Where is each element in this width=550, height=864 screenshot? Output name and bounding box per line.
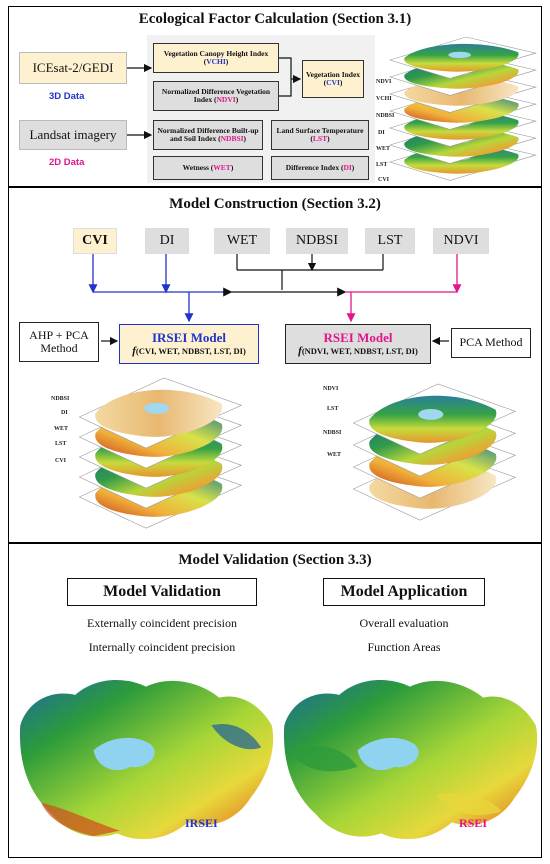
- model-application-block: Model Application Overall evaluation Fun…: [323, 578, 485, 662]
- factor-di-label: DI: [159, 233, 175, 249]
- pca-method-label: PCA Method: [459, 335, 523, 350]
- factor-ndvi: NDVI: [433, 228, 489, 254]
- rsei-model-box: RSEI Model f(NDVI, WET, NDBST, LST, DI): [285, 324, 431, 364]
- lst-text: Land Surface Temperature: [276, 125, 364, 135]
- factor-lst: LST: [365, 228, 415, 254]
- irsei-label-ndbsi: NDBSI: [51, 396, 70, 402]
- vchi-text: Vegetation Canopy Height Index: [163, 48, 269, 58]
- rsei-label-wet: WET: [327, 452, 342, 458]
- rsei-formula-f: f: [298, 345, 302, 358]
- irsei-model-box: IRSEI Model f(CVI, WET, NDBST, LST, DI): [119, 324, 259, 364]
- irsei-model-title: IRSEI Model: [151, 329, 227, 345]
- section2-title: Model Construction (Section 3.2): [169, 196, 381, 212]
- factor-ndvi-label: NDVI: [443, 233, 479, 249]
- irsei-formula: f(CVI, WET, NDBST, LST, DI): [132, 345, 246, 357]
- irsei-label-cvi: CVI: [55, 458, 67, 464]
- di-text: Difference Index: [285, 162, 340, 172]
- factor-lst-label: LST: [377, 233, 403, 249]
- validation-item-external: Externally coincident precision: [87, 616, 237, 630]
- ndbsi-box: Normalized Difference Built-up and Soil …: [153, 120, 263, 150]
- vchi-abbr: VCHI: [206, 57, 226, 66]
- irsei-formula-args: (CVI, WET, NDBST, LST, DI): [135, 346, 246, 357]
- model-validation-header: Model Validation: [67, 578, 257, 606]
- factor-cvi-label: CVI: [82, 233, 108, 249]
- application-item-function: Function Areas: [367, 640, 441, 654]
- irsei-label-di: DI: [61, 410, 68, 416]
- rsei-formula: f(NDVI, WET, NDBST, LST, DI): [298, 345, 418, 357]
- rsei-label-lst: LST: [327, 406, 339, 412]
- layer-label-lst: LST: [376, 162, 388, 168]
- irsei-map-label: IRSEI: [185, 816, 218, 830]
- factor-ndbsi: NDBSI: [286, 228, 348, 254]
- layer-label-vchi: VCHI: [376, 96, 392, 102]
- lst-box: Land Surface Temperature (LST): [271, 120, 369, 150]
- irsei-layer-stack: [78, 377, 243, 529]
- ecological-factor-panel: Ecological Factor Calculation (Section 3…: [8, 6, 542, 187]
- ahp-pca-label: AHP + PCA Method: [29, 327, 89, 355]
- layer-lake: [448, 51, 471, 59]
- ndvi-text: Normalized Difference Vegetation Index: [161, 86, 271, 104]
- layer-label-wet: WET: [376, 146, 391, 152]
- irsei-formula-f: f: [132, 345, 136, 358]
- factor-layer-stack: [388, 36, 537, 181]
- model-validation-title: Model Validation: [103, 583, 221, 601]
- section3-title: Model Validation (Section 3.3): [178, 552, 372, 568]
- ndvi-box: Normalized Difference Vegetation Index (…: [153, 81, 279, 111]
- section1-title: Ecological Factor Calculation (Section 3…: [138, 11, 412, 27]
- ndvi-abbr: NDVI: [216, 95, 236, 104]
- icesat-gedi-label: ICEsat-2/GEDI: [32, 59, 114, 75]
- icesat-gedi-box: ICEsat-2/GEDI: [19, 52, 127, 84]
- di-abbr: DI: [343, 162, 352, 172]
- model-application-title: Model Application: [340, 583, 468, 601]
- ndbsi-abbr: NDBSI: [220, 134, 244, 143]
- layer-label-ndvi: NDVI: [376, 79, 392, 85]
- irsei-result-map: [19, 679, 274, 840]
- section2-connectors: [88, 254, 462, 346]
- application-item-overall: Overall evaluation: [359, 616, 449, 630]
- rsei-model-title: RSEI Model: [323, 329, 393, 345]
- section1-arrows: [127, 57, 302, 140]
- layer-label-cvi: CVI: [378, 177, 390, 183]
- factor-ndbsi-label: NDBSI: [295, 233, 338, 249]
- di-box: Difference Index (DI): [271, 156, 369, 180]
- irsei-label-lst: LST: [55, 441, 67, 447]
- layer-lake: [144, 402, 170, 414]
- cvi-abbr: CVI: [326, 78, 340, 87]
- model-validation-block: Model Validation Externally coincident p…: [67, 578, 257, 662]
- landsat-label: Landsat imagery: [29, 126, 117, 142]
- wet-abbr: WET: [213, 162, 231, 172]
- rsei-result-map: [283, 679, 538, 840]
- validation-item-internal: Internally coincident precision: [88, 640, 236, 654]
- factor-wet-label: WET: [226, 233, 258, 249]
- model-validation-panel: Model Validation (Section 3.3) Model Val…: [8, 543, 542, 858]
- rsei-map-label: RSEI: [459, 816, 488, 830]
- rsei-label-ndbsi: NDBSI: [323, 430, 342, 436]
- factor-wet: WET: [214, 228, 270, 254]
- cvi-text: Vegetation Index: [305, 69, 361, 79]
- layer-label-ndbsi: NDBSI: [376, 113, 395, 119]
- label-2d-data: 2D Data: [49, 157, 85, 168]
- landsat-box: Landsat imagery: [19, 120, 127, 150]
- factor-cvi: CVI: [73, 228, 117, 254]
- model-application-header: Model Application: [323, 578, 485, 606]
- factor-di: DI: [145, 228, 189, 254]
- model-construction-panel: Model Construction (Section 3.2) CVI DI …: [8, 187, 542, 543]
- cvi-box: Vegetation Index (CVI): [302, 60, 364, 98]
- pca-method-box: PCA Method: [451, 328, 531, 358]
- layer-label-di: DI: [378, 130, 385, 136]
- wet-box: Wetness (WET): [153, 156, 263, 180]
- ahp-pca-method-box: AHP + PCA Method: [19, 322, 99, 362]
- label-3d-data: 3D Data: [49, 91, 85, 102]
- layer-lake: [418, 408, 444, 420]
- wet-text: Wetness: [182, 162, 209, 172]
- vchi-box: Vegetation Canopy Height Index (VCHI): [153, 43, 279, 73]
- rsei-formula-args: (NDVI, WET, NDBST, LST, DI): [301, 346, 418, 357]
- lst-abbr: LST: [312, 134, 328, 143]
- irsei-label-wet: WET: [54, 426, 69, 432]
- rsei-label-ndvi: NDVI: [323, 386, 339, 392]
- ndbsi-text: Normalized Difference Built-up and Soil …: [157, 125, 259, 143]
- rsei-layer-stack: [352, 383, 517, 521]
